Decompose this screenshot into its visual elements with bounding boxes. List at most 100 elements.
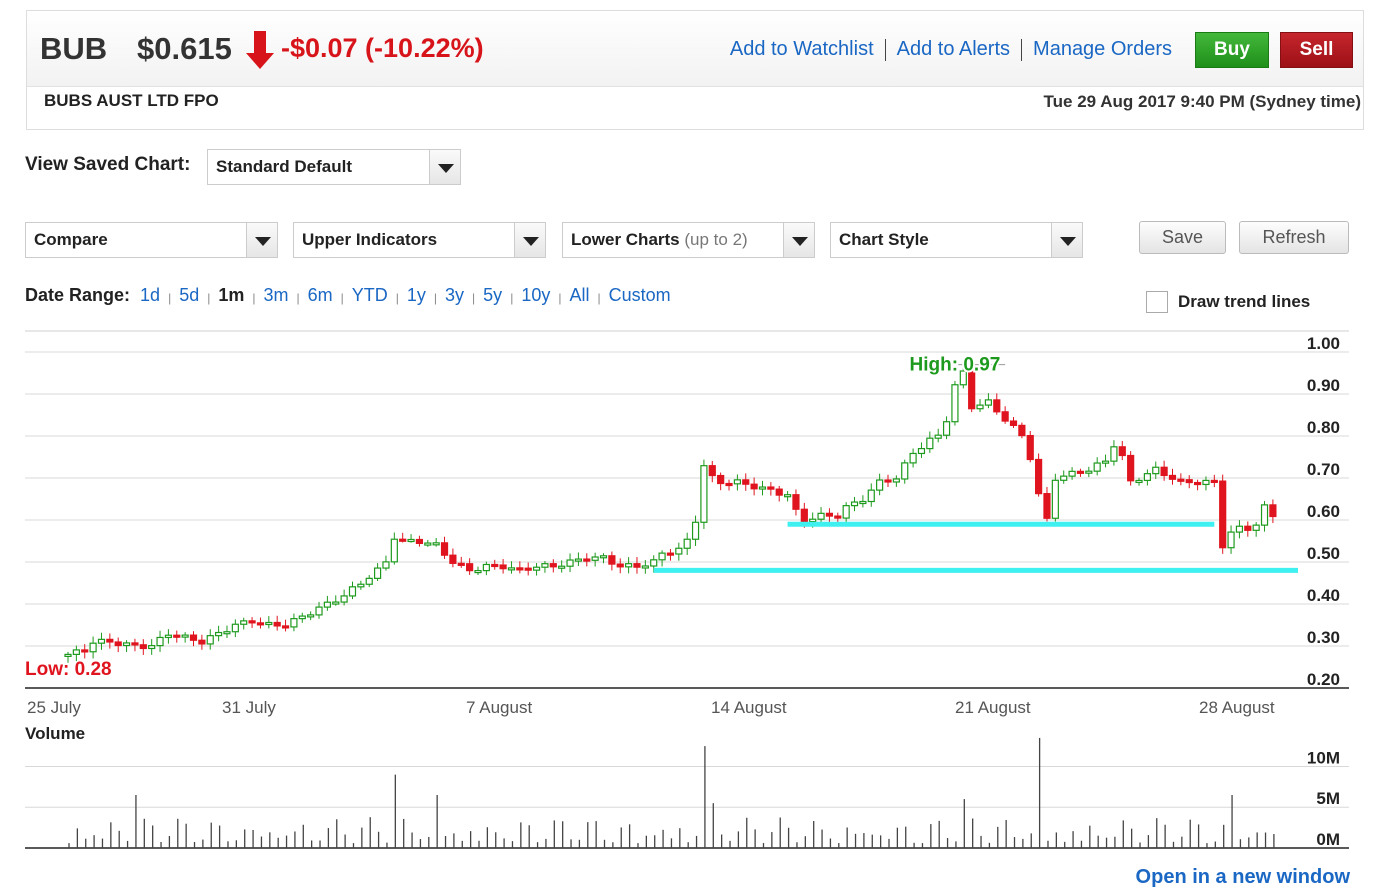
candle-body [265,621,273,626]
range-divider: | [433,290,438,305]
candle-body [1185,479,1193,484]
candle-body [457,562,465,566]
range-divider: | [472,290,476,305]
candle-body [206,635,214,645]
candle-body [240,620,248,625]
candle-body [1227,531,1235,549]
date-range-3m[interactable]: 3m [263,285,289,305]
draw-trend-lines[interactable]: Draw trend lines [1146,291,1310,313]
price-tick-label: 0.60 [1307,502,1340,521]
candle-body [532,566,541,571]
candle-body [599,555,608,559]
candle-body [1244,525,1252,531]
candle-body [574,558,583,562]
date-range-1d[interactable]: 1d [140,285,161,305]
compare-select[interactable]: Compare [25,222,278,258]
buy-button[interactable]: Buy [1195,32,1269,68]
trend-lines-checkbox[interactable] [1146,291,1168,313]
candle-body [767,486,775,490]
chevron-down-icon[interactable] [1051,223,1082,257]
candle-body [373,567,382,579]
manage-orders-link[interactable]: Manage Orders [1033,38,1172,60]
candle-body [984,399,993,406]
candle-body [675,547,683,555]
low-label: Low: 0.28 [25,659,112,680]
candle-body [432,542,440,546]
company-name: BUBS AUST LTD FPO [44,91,219,110]
save-button[interactable]: Save [1139,221,1226,254]
candle-body [223,631,231,635]
candle-body [482,563,490,572]
candle-body [859,500,867,505]
add-to-watchlist-link[interactable]: Add to Watchlist [729,38,874,60]
candle-body [968,370,976,410]
candle-body [1210,479,1218,484]
candle-body [708,465,716,477]
candle-body [641,565,649,569]
date-range-3y[interactable]: 3y [445,285,465,305]
candle-body [834,515,842,519]
date-range-custom[interactable]: Custom [608,285,671,305]
candle-body [942,421,951,436]
candle-body [549,563,557,568]
range-divider: | [252,290,256,305]
candle-body [616,563,624,568]
candle-body [1235,525,1244,533]
trend-lines-label: Draw trend lines [1178,292,1311,311]
saved-chart-select[interactable]: Standard Default [207,149,461,185]
date-range-1y[interactable]: 1y [406,285,426,305]
date-range-ytd[interactable]: YTD [351,285,388,305]
link-divider [884,38,886,61]
date-range-5y[interactable]: 5y [483,285,503,305]
candle-body [884,479,892,483]
date-range-1m[interactable]: 1m [218,285,245,305]
candle-body [1018,424,1026,437]
chart-style-label: Chart Style [839,230,929,249]
chart-style-select[interactable]: Chart Style [830,222,1083,258]
candle-body [876,479,884,491]
open-new-window-link[interactable]: Open in a new window [1135,866,1350,888]
candle-body [976,404,984,410]
candle-body [491,563,499,568]
candle-body [189,634,198,641]
candle-body [850,501,859,507]
range-divider: | [296,290,300,305]
date-range-all[interactable]: All [569,285,590,305]
candle-body [1168,474,1177,480]
lower-charts-select[interactable]: Lower Charts (up to 2) [562,222,815,258]
chevron-down-icon[interactable] [514,223,545,257]
lower-charts-label: Lower Charts [571,230,680,249]
candle-body [792,494,800,510]
candle-body [758,486,767,490]
candle-body [348,586,357,597]
chevron-down-icon[interactable] [246,223,277,257]
candle-body [173,634,181,638]
candle-body [783,494,792,498]
price-tick-label: 0.20 [1307,670,1340,689]
candle-body [307,614,315,618]
candle-body [1202,479,1210,486]
candle-body [909,452,917,464]
candle-body [524,567,532,571]
candle-body [390,538,398,563]
date-range: Date Range: 1d | 5d | 1m | 3m | 6m | YTD | 1y | 3y | 5y |… [25,285,671,306]
sell-button[interactable]: Sell [1280,32,1353,68]
volume-tick-label: 0M [1316,830,1340,849]
add-to-alerts-link[interactable]: Add to Alerts [896,38,1011,60]
range-divider: | [340,290,344,305]
date-range-6m[interactable]: 6m [307,285,333,305]
high-label: High: 0.97 [910,355,1001,376]
upper-indicators-select[interactable]: Upper Indicators [293,222,546,258]
date-tick-label: 14 August [711,698,787,717]
candle-body [281,625,290,629]
chevron-down-icon[interactable] [783,223,814,257]
date-range-5d[interactable]: 5d [179,285,200,305]
candle-body [817,512,825,520]
date-range-10y[interactable]: 10y [521,285,551,305]
refresh-button[interactable]: Refresh [1239,221,1349,254]
candle-body [717,474,725,485]
candle-body [650,559,658,567]
candle-body [591,556,599,561]
volume-tick-label: 10M [1307,748,1340,767]
chevron-down-icon[interactable] [429,150,460,184]
